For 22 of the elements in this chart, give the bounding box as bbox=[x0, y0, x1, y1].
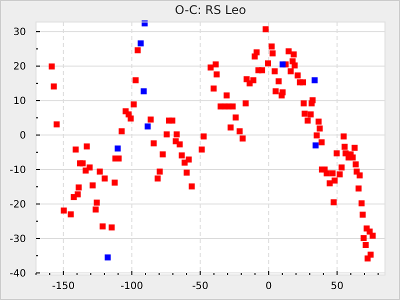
point bbox=[280, 61, 286, 68]
y-tick-label: -40 bbox=[10, 268, 26, 280]
y-tick-label: 20 bbox=[13, 62, 26, 73]
x-tick-label: -150 bbox=[52, 281, 75, 292]
point bbox=[140, 88, 147, 94]
y-tick-label: 10 bbox=[13, 96, 26, 108]
x-tick-label: 50 bbox=[330, 281, 344, 292]
chart-title: O-C: RS Leo bbox=[174, 3, 246, 17]
y-tick-label: -20 bbox=[10, 199, 26, 210]
point bbox=[312, 142, 319, 148]
x-tick-label: -100 bbox=[120, 281, 144, 292]
point bbox=[104, 254, 111, 260]
x-tick-label: -50 bbox=[192, 281, 208, 292]
point bbox=[312, 77, 318, 84]
point bbox=[144, 123, 151, 130]
point bbox=[138, 40, 144, 46]
x-tick-label: 0 bbox=[265, 281, 272, 292]
y-tick-label: 0 bbox=[20, 130, 26, 142]
y-tick-label: -10 bbox=[10, 165, 26, 176]
y-tick-label: 30 bbox=[13, 27, 26, 38]
y-tick-label: -30 bbox=[10, 234, 26, 245]
point bbox=[114, 146, 121, 152]
